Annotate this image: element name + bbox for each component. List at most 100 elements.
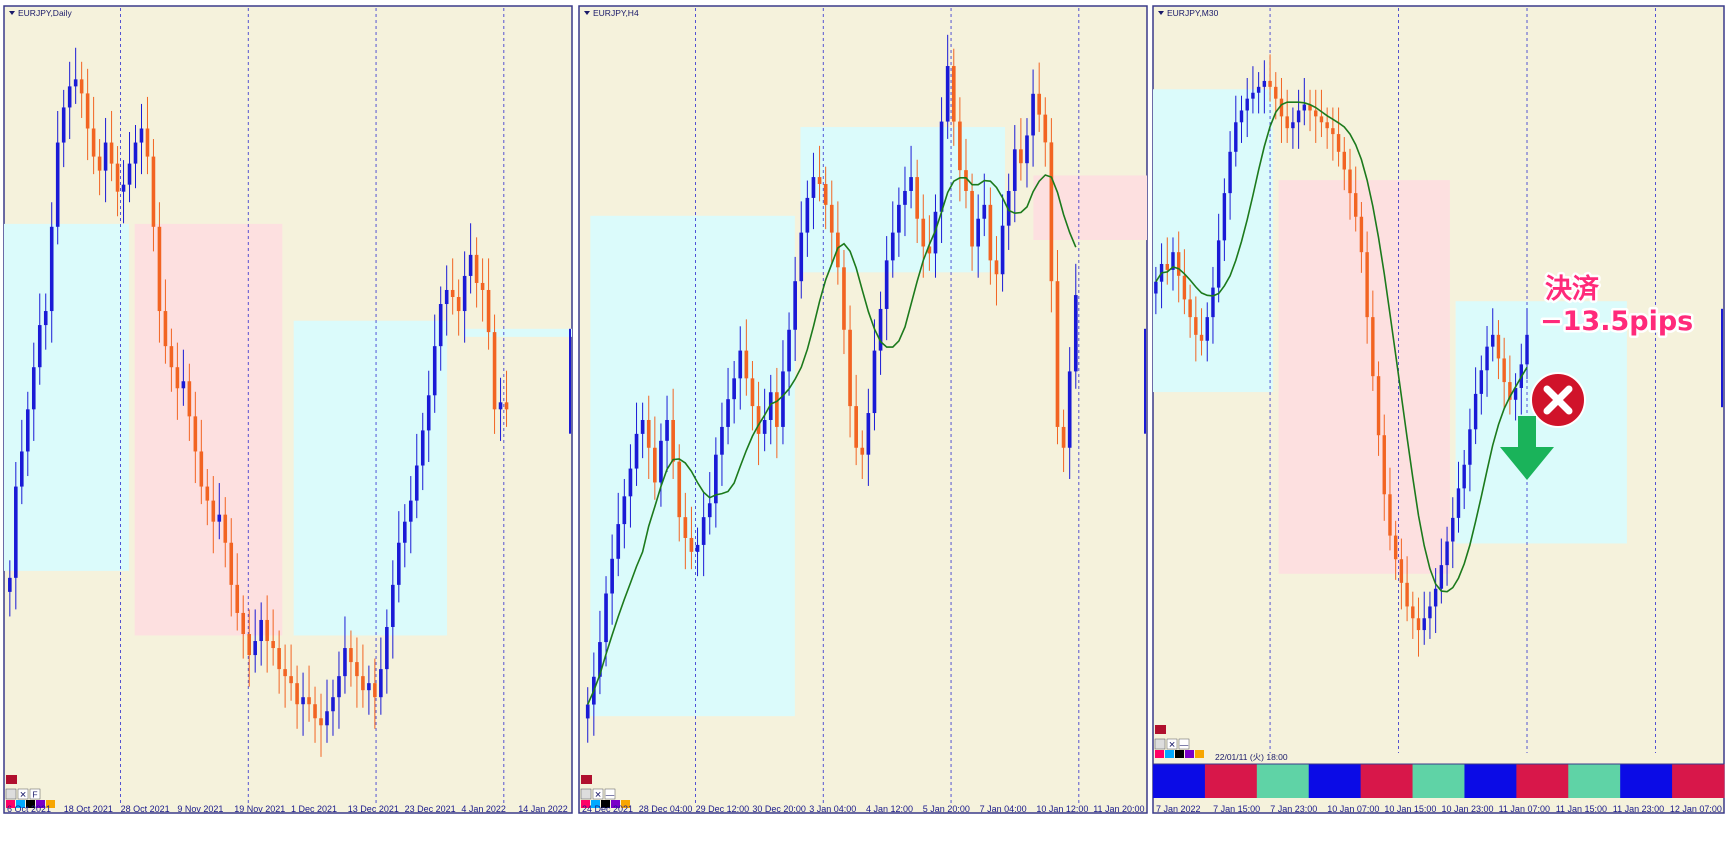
candle-body	[805, 197, 810, 233]
minimize-icon[interactable]	[581, 775, 592, 784]
candle-body	[1251, 92, 1255, 99]
candle-body	[1485, 346, 1489, 371]
toolbar-button[interactable]	[29, 788, 41, 800]
candle-body	[945, 66, 950, 122]
candle-body	[781, 371, 785, 427]
color-swatch[interactable]	[16, 800, 25, 808]
candle-body	[199, 451, 204, 487]
chart-title: EURJPY,Daily	[18, 8, 72, 18]
toolbar-button[interactable]	[604, 788, 616, 800]
candle-body	[842, 267, 846, 330]
candle-body	[1382, 435, 1386, 495]
candle-body	[890, 232, 895, 261]
candle-body	[349, 648, 353, 663]
color-swatch[interactable]	[581, 800, 590, 808]
indicator-timestamp: 22/01/11 (火) 18:00	[1215, 752, 1288, 762]
candle-body	[504, 402, 509, 410]
x-axis-tick-label: 4 Jan 2022	[461, 804, 506, 814]
minimize-icon[interactable]	[6, 775, 17, 784]
dropdown-arrow-icon[interactable]	[9, 11, 15, 15]
candle-body	[313, 704, 317, 719]
color-swatch[interactable]	[36, 800, 45, 808]
candle-body	[319, 718, 323, 726]
color-swatch[interactable]	[591, 800, 600, 808]
color-swatch[interactable]	[1185, 750, 1194, 758]
candle-body	[355, 662, 359, 677]
candle-body	[653, 447, 657, 483]
paint-icon[interactable]	[580, 788, 592, 800]
candle-body	[1336, 134, 1341, 152]
paint-icon[interactable]	[5, 788, 17, 800]
candle-body	[1525, 334, 1529, 365]
dropdown-arrow-icon[interactable]	[584, 11, 590, 15]
candle-body	[67, 86, 72, 108]
x-axis-tick-label: 11 Jan 15:00	[1556, 804, 1607, 814]
toolbar-button-label: F	[32, 790, 37, 800]
candle-body	[598, 642, 602, 677]
candle-body	[866, 413, 871, 455]
color-swatch[interactable]	[1195, 750, 1204, 758]
candle-body	[337, 676, 341, 698]
zone-buy-4	[464, 328, 572, 337]
toolbar-button-label: ✕	[594, 790, 601, 800]
candle-body	[205, 486, 210, 501]
candle-body	[486, 289, 491, 333]
x-axis-tick-label: 7 Jan 04:00	[980, 804, 1027, 814]
paint-icon[interactable]	[1154, 738, 1166, 750]
candle-body	[1319, 116, 1324, 123]
color-swatch[interactable]	[1175, 750, 1184, 758]
toolbar-button[interactable]	[17, 788, 29, 800]
candle-body	[1376, 376, 1381, 436]
color-swatch[interactable]	[1165, 750, 1174, 758]
candle-body	[714, 454, 718, 504]
candle-body	[1222, 193, 1227, 241]
candle-body	[1037, 93, 1042, 115]
x-axis-tick-label: 10 Jan 12:00	[1036, 804, 1088, 814]
color-swatch[interactable]	[46, 800, 55, 808]
candle-body	[450, 289, 455, 298]
candle-body	[121, 184, 126, 192]
candle-body	[391, 584, 395, 627]
candle-body	[1012, 149, 1017, 191]
x-axis-tick-label: 29 Dec 12:00	[696, 804, 750, 814]
annotation-label-pips: −13.5pips	[1540, 306, 1693, 337]
color-swatch[interactable]	[1155, 750, 1164, 758]
candle-body	[1331, 128, 1335, 135]
candle-body	[1502, 358, 1506, 383]
x-axis-tick-label: 23 Dec 2021	[405, 804, 456, 814]
x-axis-tick-label: 28 Oct 2021	[121, 804, 170, 814]
x-axis-tick-label: 11 Jan 20:00	[1093, 804, 1144, 814]
color-swatch[interactable]	[621, 800, 630, 808]
candle-body	[1359, 216, 1364, 253]
chart-toolbar: ✕ F	[5, 775, 55, 808]
exit-annotation: 決済−13.5pips	[1500, 271, 1696, 480]
candle-body	[1388, 494, 1392, 536]
candle-body	[175, 367, 180, 389]
candle-body	[744, 350, 749, 379]
candle-body	[683, 517, 688, 538]
candle-body	[43, 311, 48, 326]
color-swatch[interactable]	[6, 800, 15, 808]
candle-body	[933, 211, 938, 254]
color-swatch[interactable]	[26, 800, 35, 808]
candle-body	[848, 329, 852, 407]
toolbar-button[interactable]	[1166, 738, 1178, 750]
dropdown-arrow-icon[interactable]	[1158, 11, 1164, 15]
color-swatch[interactable]	[611, 800, 620, 808]
candle-body	[331, 697, 335, 712]
candle-body	[325, 711, 329, 726]
x-axis-tick-label: 1 Dec 2021	[291, 804, 337, 814]
toolbar-button[interactable]	[592, 788, 604, 800]
toolbar-button[interactable]	[1178, 738, 1190, 750]
minimize-icon[interactable]	[1155, 725, 1166, 734]
color-swatch[interactable]	[601, 800, 610, 808]
candle-body	[1256, 86, 1261, 93]
zone-buy-1	[4, 223, 129, 571]
candle-body	[1479, 370, 1484, 394]
x-axis-tick-label: 7 Jan 23:00	[1270, 804, 1317, 814]
candle-body	[787, 329, 791, 372]
candle-body	[878, 308, 883, 351]
candle-body	[295, 683, 299, 705]
candles	[1154, 54, 1529, 657]
candle-body	[829, 204, 834, 233]
